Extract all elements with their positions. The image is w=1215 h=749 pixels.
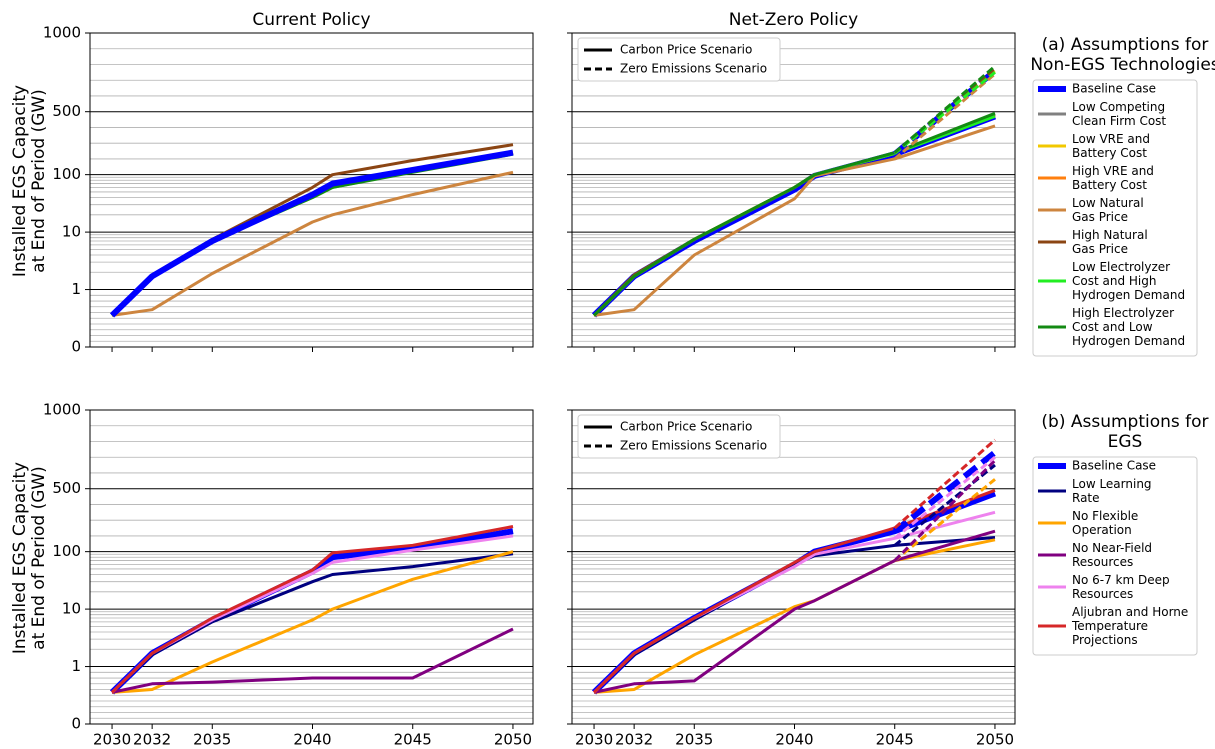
y-axis-label: Installed EGS Capacityat End of Period (…: [10, 85, 49, 277]
legend-label: High Electrolyzer Cost and Low Hydrogen De…: [1072, 306, 1185, 348]
x-tick-label: 2032: [133, 731, 171, 749]
series-line: [111, 170, 514, 317]
series-line: [110, 525, 514, 694]
legend-label: Low Learning Rate: [1072, 477, 1152, 505]
x-tick-label: 2045: [394, 731, 432, 749]
series-line: [893, 459, 997, 562]
legend-label: Baseline Case: [1072, 82, 1156, 96]
legend-label: No 6-7 km Deep Resources: [1072, 573, 1170, 601]
y-tick-label: 100: [52, 542, 81, 560]
y-tick-label: 500: [52, 102, 81, 120]
series-line: [592, 510, 996, 694]
y-tick-label: 10: [62, 600, 81, 618]
plot-frame: [571, 32, 1016, 348]
panel: 0 1 10 100 500 1000 Current Policy Installed EG…: [10, 10, 534, 356]
y-tick-label: 0: [71, 715, 81, 733]
y-tick-label: 1: [71, 657, 81, 675]
legend-label: Low Competing Clean Firm Cost: [1072, 100, 1166, 128]
series-line: [892, 450, 997, 534]
legend-label: Aljubran and Horne Temperature Projections: [1071, 605, 1188, 647]
y-tick-label: 1000: [43, 24, 81, 42]
plot-frame: [89, 32, 534, 348]
series-line: [592, 111, 996, 317]
style-legend-box: [577, 37, 781, 82]
plot-frame: [571, 409, 1016, 725]
y-axis-label: Installed EGS Capacityat End of Period (…: [10, 462, 49, 654]
style-legend-label: Carbon Price Scenario: [620, 43, 752, 57]
x-tick-label: 2045: [876, 731, 914, 749]
y-tick-label: 1: [71, 280, 81, 298]
x-tick-label: 2035: [193, 731, 231, 749]
series-line: [593, 124, 996, 317]
y-tick-label: 10: [62, 223, 81, 241]
legend-label: No Near-Field Resources: [1072, 541, 1152, 569]
legend-box: [1032, 79, 1198, 357]
legend-label: Low Electrolyzer Cost and High Hydrogen De…: [1072, 260, 1185, 302]
panel-title: Net-Zero Policy: [729, 10, 858, 30]
x-tick-label: 2050: [976, 731, 1014, 749]
plot-frame: [89, 409, 534, 725]
panel-title: Current Policy: [252, 10, 370, 30]
style-legend-box: [577, 414, 781, 459]
series-line: [110, 534, 514, 694]
series-line: [111, 550, 514, 694]
legend-label: High Natural Gas Price: [1072, 228, 1148, 256]
x-tick-label: 2030: [575, 731, 613, 749]
series-line: [109, 149, 514, 318]
legend-title: (a) Assumptions for Non-EGS Technologies: [1030, 35, 1215, 75]
legend-box: [1032, 456, 1198, 656]
style-legend-label: Zero Emissions Scenario: [620, 439, 767, 453]
panel: 2030 2032 2035 2040 2045 2050 Carbon Price Sce…: [567, 409, 1209, 749]
x-tick-label: 2030: [93, 731, 131, 749]
panel: 0 1 10 100 500 1000 2030 2032 2035 2040 2045 2050 In…: [10, 401, 534, 749]
panel: Net-Zero Policy Carbon Price Scenario Zero…: [567, 10, 1215, 357]
style-legend-label: Zero Emissions Scenario: [620, 62, 767, 76]
legend-title: (b) Assumptions for EGS: [1041, 412, 1208, 452]
series-line: [591, 490, 997, 695]
y-tick-label: 1000: [43, 401, 81, 419]
y-tick-label: 100: [52, 165, 81, 183]
legend-label: Low Natural Gas Price: [1072, 196, 1144, 224]
y-tick-label: 500: [52, 479, 81, 497]
x-tick-label: 2050: [494, 731, 532, 749]
x-tick-label: 2035: [675, 731, 713, 749]
legend-label: Low VRE and Battery Cost: [1072, 132, 1150, 160]
x-tick-label: 2032: [615, 731, 653, 749]
series-line: [111, 627, 514, 694]
x-tick-label: 2040: [775, 731, 813, 749]
series-line: [893, 67, 996, 155]
legend-label: Baseline Case: [1072, 459, 1156, 473]
x-tick-label: 2040: [293, 731, 331, 749]
y-tick-label: 0: [71, 338, 81, 356]
style-legend-label: Carbon Price Scenario: [620, 420, 752, 434]
legend-label: High VRE and Battery Cost: [1072, 164, 1154, 192]
series-line: [893, 438, 996, 530]
legend-label: No Flexible Operation: [1072, 509, 1138, 537]
